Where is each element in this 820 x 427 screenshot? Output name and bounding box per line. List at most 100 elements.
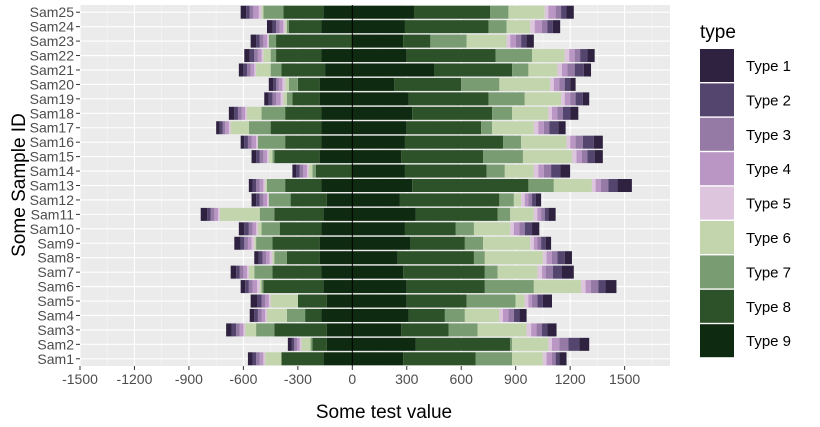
bar-segment [533,207,538,221]
bar-segment [575,135,583,149]
bar-segment [552,251,558,265]
bar-segment [530,20,535,34]
bar-segment [276,34,353,48]
bar-segment [259,280,262,294]
bar-segment [528,179,554,192]
bar-segment [553,179,592,192]
bar-segment [352,121,407,135]
bar-segment [575,92,583,106]
bar-segment [591,280,599,294]
bar-segment [259,352,264,366]
y-tick-label: Sam21 [30,62,75,78]
bar-segment [548,207,556,221]
bar-segment [486,164,505,178]
bar-segment [567,63,575,77]
bar-segment [564,49,570,63]
bar-segment [292,164,297,178]
bar-segment [288,20,322,34]
bar-segment [519,222,525,236]
bar-segment [571,150,577,164]
bar-segment [566,135,571,149]
bar-segment [257,49,262,63]
bar-segment [296,337,300,351]
legend-label: Type 1 [746,58,791,75]
y-tick-label: Sam6 [37,279,74,295]
bar-segment [283,20,286,34]
bar-segment [593,135,603,149]
bar-segment [266,308,287,322]
bar-segment [268,77,274,91]
y-tick-label: Sam17 [30,120,75,136]
bar-segment [323,280,353,294]
bar-segment [403,34,431,48]
bar-segment [574,49,581,63]
bar-segment [321,49,353,63]
y-tick-label: Sam12 [30,192,75,208]
bar-segment [515,34,522,48]
bar-segment [250,294,257,308]
bar-segment [513,193,522,207]
bar-segment [306,164,309,178]
bar-segment [252,179,257,192]
bar-segment [555,5,562,19]
bar-segment [559,352,567,366]
bar-segment [581,280,586,294]
bar-segment [319,92,353,106]
bar-segment [216,121,220,135]
x-tick-label: -1200 [117,371,153,387]
bar-segment [230,265,237,279]
legend-swatch [700,117,734,151]
bar-segment [551,164,561,178]
bar-segment [326,294,353,308]
bar-segment [564,251,572,265]
bar-segment [243,323,246,337]
bar-segment [552,337,560,351]
bar-segment [532,222,540,236]
bar-segment [542,294,552,308]
legend-swatch [700,83,734,117]
bar-segment [248,280,253,294]
bar-segment [214,207,218,221]
bar-segment [352,150,402,164]
bar-segment [397,251,474,265]
bar-segment [238,63,244,77]
bar-segment [265,308,267,322]
bar-segment [280,92,284,106]
legend-swatch [700,152,734,186]
bar-segment [591,179,596,192]
bar-segment [274,251,287,265]
bar-segment [522,150,572,164]
bar-segment [581,150,588,164]
bar-segment [394,77,462,91]
bar-segment [323,352,353,366]
bar-segment [240,5,247,19]
bar-segment [285,77,289,91]
bar-segment [543,121,550,135]
x-axis: -1500 -1200 -900 -600 -300 0 300 600 900 1200 1500 [62,366,640,387]
bar-segment [532,49,565,63]
bar-segment [250,63,255,77]
bar-segment [299,337,302,351]
y-tick-label: Sam4 [37,307,74,323]
bar-segment [283,92,287,106]
bar-segment [434,63,513,77]
bar-segment [248,179,253,192]
bar-segment [576,150,582,164]
bar-segment [251,193,257,207]
bar-segment [225,121,229,135]
bar-segment [256,222,258,236]
bar-segment [276,20,280,34]
bar-segment [264,92,269,106]
bar-segment [464,236,484,250]
bar-segment [488,92,525,106]
x-tick-label: 0 [348,371,356,387]
y-tick-label: Sam7 [37,264,74,280]
bar-segment [506,34,511,48]
bar-segment [521,34,527,48]
bar-segment [403,352,476,366]
bar-segment [219,121,223,135]
bar-segment [286,20,289,34]
bar-segment [566,5,574,19]
bar-segment [524,193,529,207]
bar-segment [256,150,260,164]
